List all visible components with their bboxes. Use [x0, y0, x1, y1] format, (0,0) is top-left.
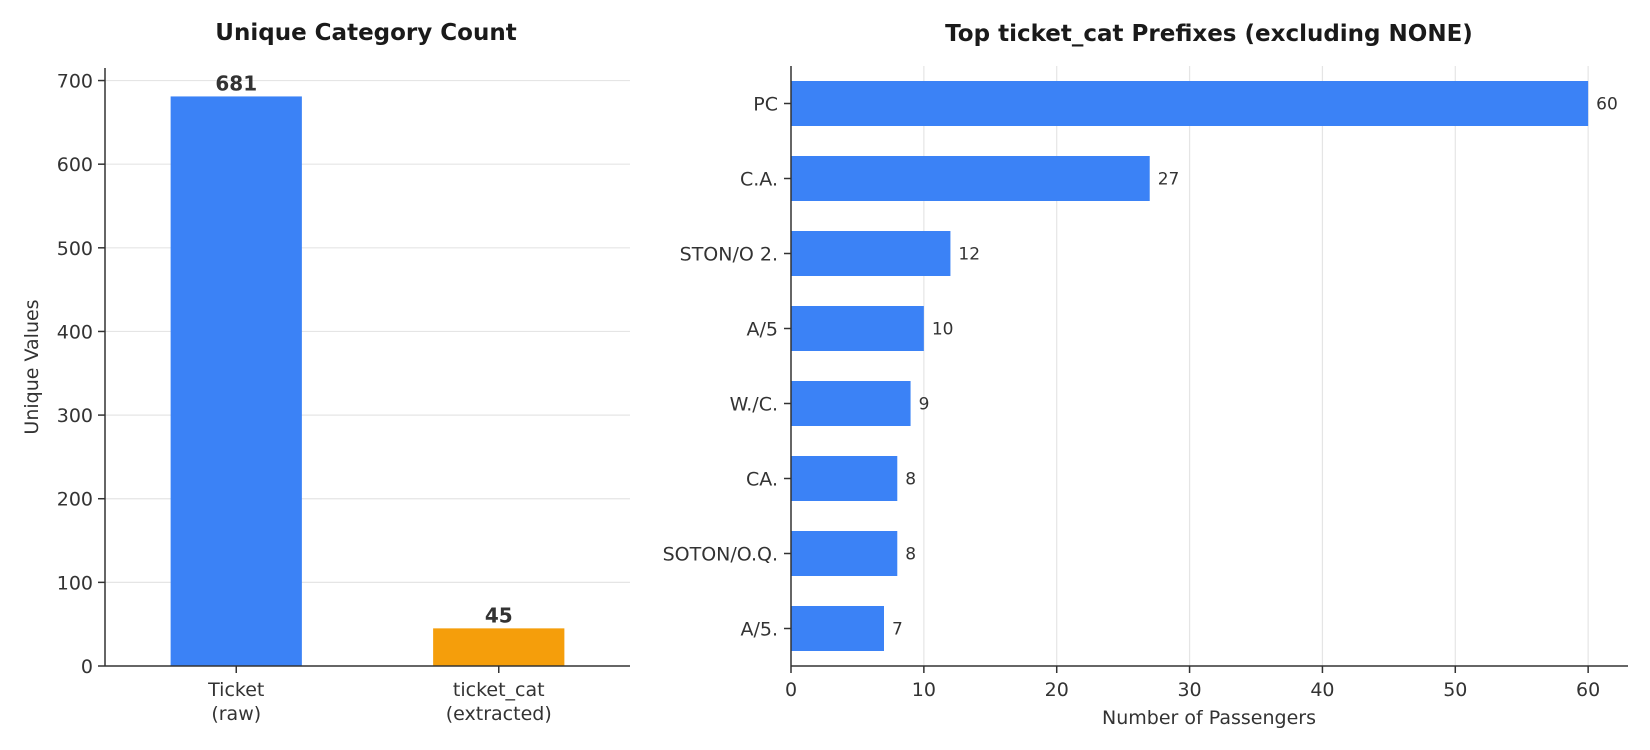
y-tick-label: SOTON/O.Q. — [663, 544, 778, 566]
bar-value-label: 9 — [919, 395, 930, 415]
x-tick-label: 10 — [912, 679, 936, 701]
x-tick-label: Ticket — [207, 679, 264, 701]
bar — [433, 628, 565, 666]
y-tick-label: W./C. — [730, 394, 778, 416]
ticket-prefix-chart: Top ticket_cat Prefixes (excluding NONE)… — [663, 21, 1628, 729]
y-tick-label: 600 — [57, 154, 93, 176]
y-tick-label: 200 — [57, 489, 93, 511]
y-tick-label: A/5 — [747, 319, 779, 341]
y-tick-label: 700 — [57, 71, 93, 93]
y-axis-label: Unique Values — [21, 299, 43, 434]
bar-value-label: 8 — [905, 545, 916, 565]
x-tick-label: (extracted) — [446, 703, 552, 725]
y-tick-label: STON/O 2. — [680, 244, 778, 266]
x-tick-label: 20 — [1045, 679, 1069, 701]
bar-value-label: 60 — [1596, 95, 1618, 115]
y-tick-label: A/5. — [740, 619, 778, 641]
bar-value-label: 12 — [958, 245, 980, 265]
y-tick-label: 300 — [57, 405, 93, 427]
x-tick-label: (raw) — [211, 703, 261, 725]
y-tick-label: 400 — [57, 321, 93, 343]
y-tick-label: 100 — [57, 572, 93, 594]
y-tick-label: 0 — [81, 656, 93, 678]
x-tick-label: 60 — [1576, 679, 1600, 701]
bar — [791, 381, 911, 426]
y-tick-label: PC — [753, 94, 778, 116]
x-tick-label: 40 — [1310, 679, 1334, 701]
bar-value-label: 7 — [892, 620, 903, 640]
y-tick-label: 500 — [57, 238, 93, 260]
unique-category-count-chart: Unique Category Count Unique Values 681 4… — [21, 20, 630, 725]
bar — [791, 606, 884, 651]
x-tick-label: 0 — [785, 679, 797, 701]
bar-value-label: 45 — [485, 603, 513, 627]
x-tick-label: 50 — [1443, 679, 1467, 701]
bar — [791, 81, 1589, 126]
y-tick-label: CA. — [746, 469, 778, 491]
bar — [791, 306, 924, 351]
bar — [791, 156, 1150, 201]
x-tick-label: ticket_cat — [453, 679, 545, 701]
chart-title: Top ticket_cat Prefixes (excluding NONE) — [945, 21, 1473, 47]
bar — [791, 456, 898, 501]
bar-value-label: 8 — [905, 470, 916, 490]
x-tick-label: 30 — [1177, 679, 1201, 701]
chart-title: Unique Category Count — [215, 20, 516, 46]
y-tick-label: C.A. — [740, 169, 778, 191]
bar-value-label: 10 — [932, 320, 954, 340]
bar — [791, 231, 951, 276]
bar — [170, 96, 302, 667]
bar-value-label: 681 — [215, 71, 257, 95]
bar-value-label: 27 — [1158, 170, 1180, 190]
bar — [791, 531, 898, 576]
x-axis-label: Number of Passengers — [1102, 707, 1316, 729]
